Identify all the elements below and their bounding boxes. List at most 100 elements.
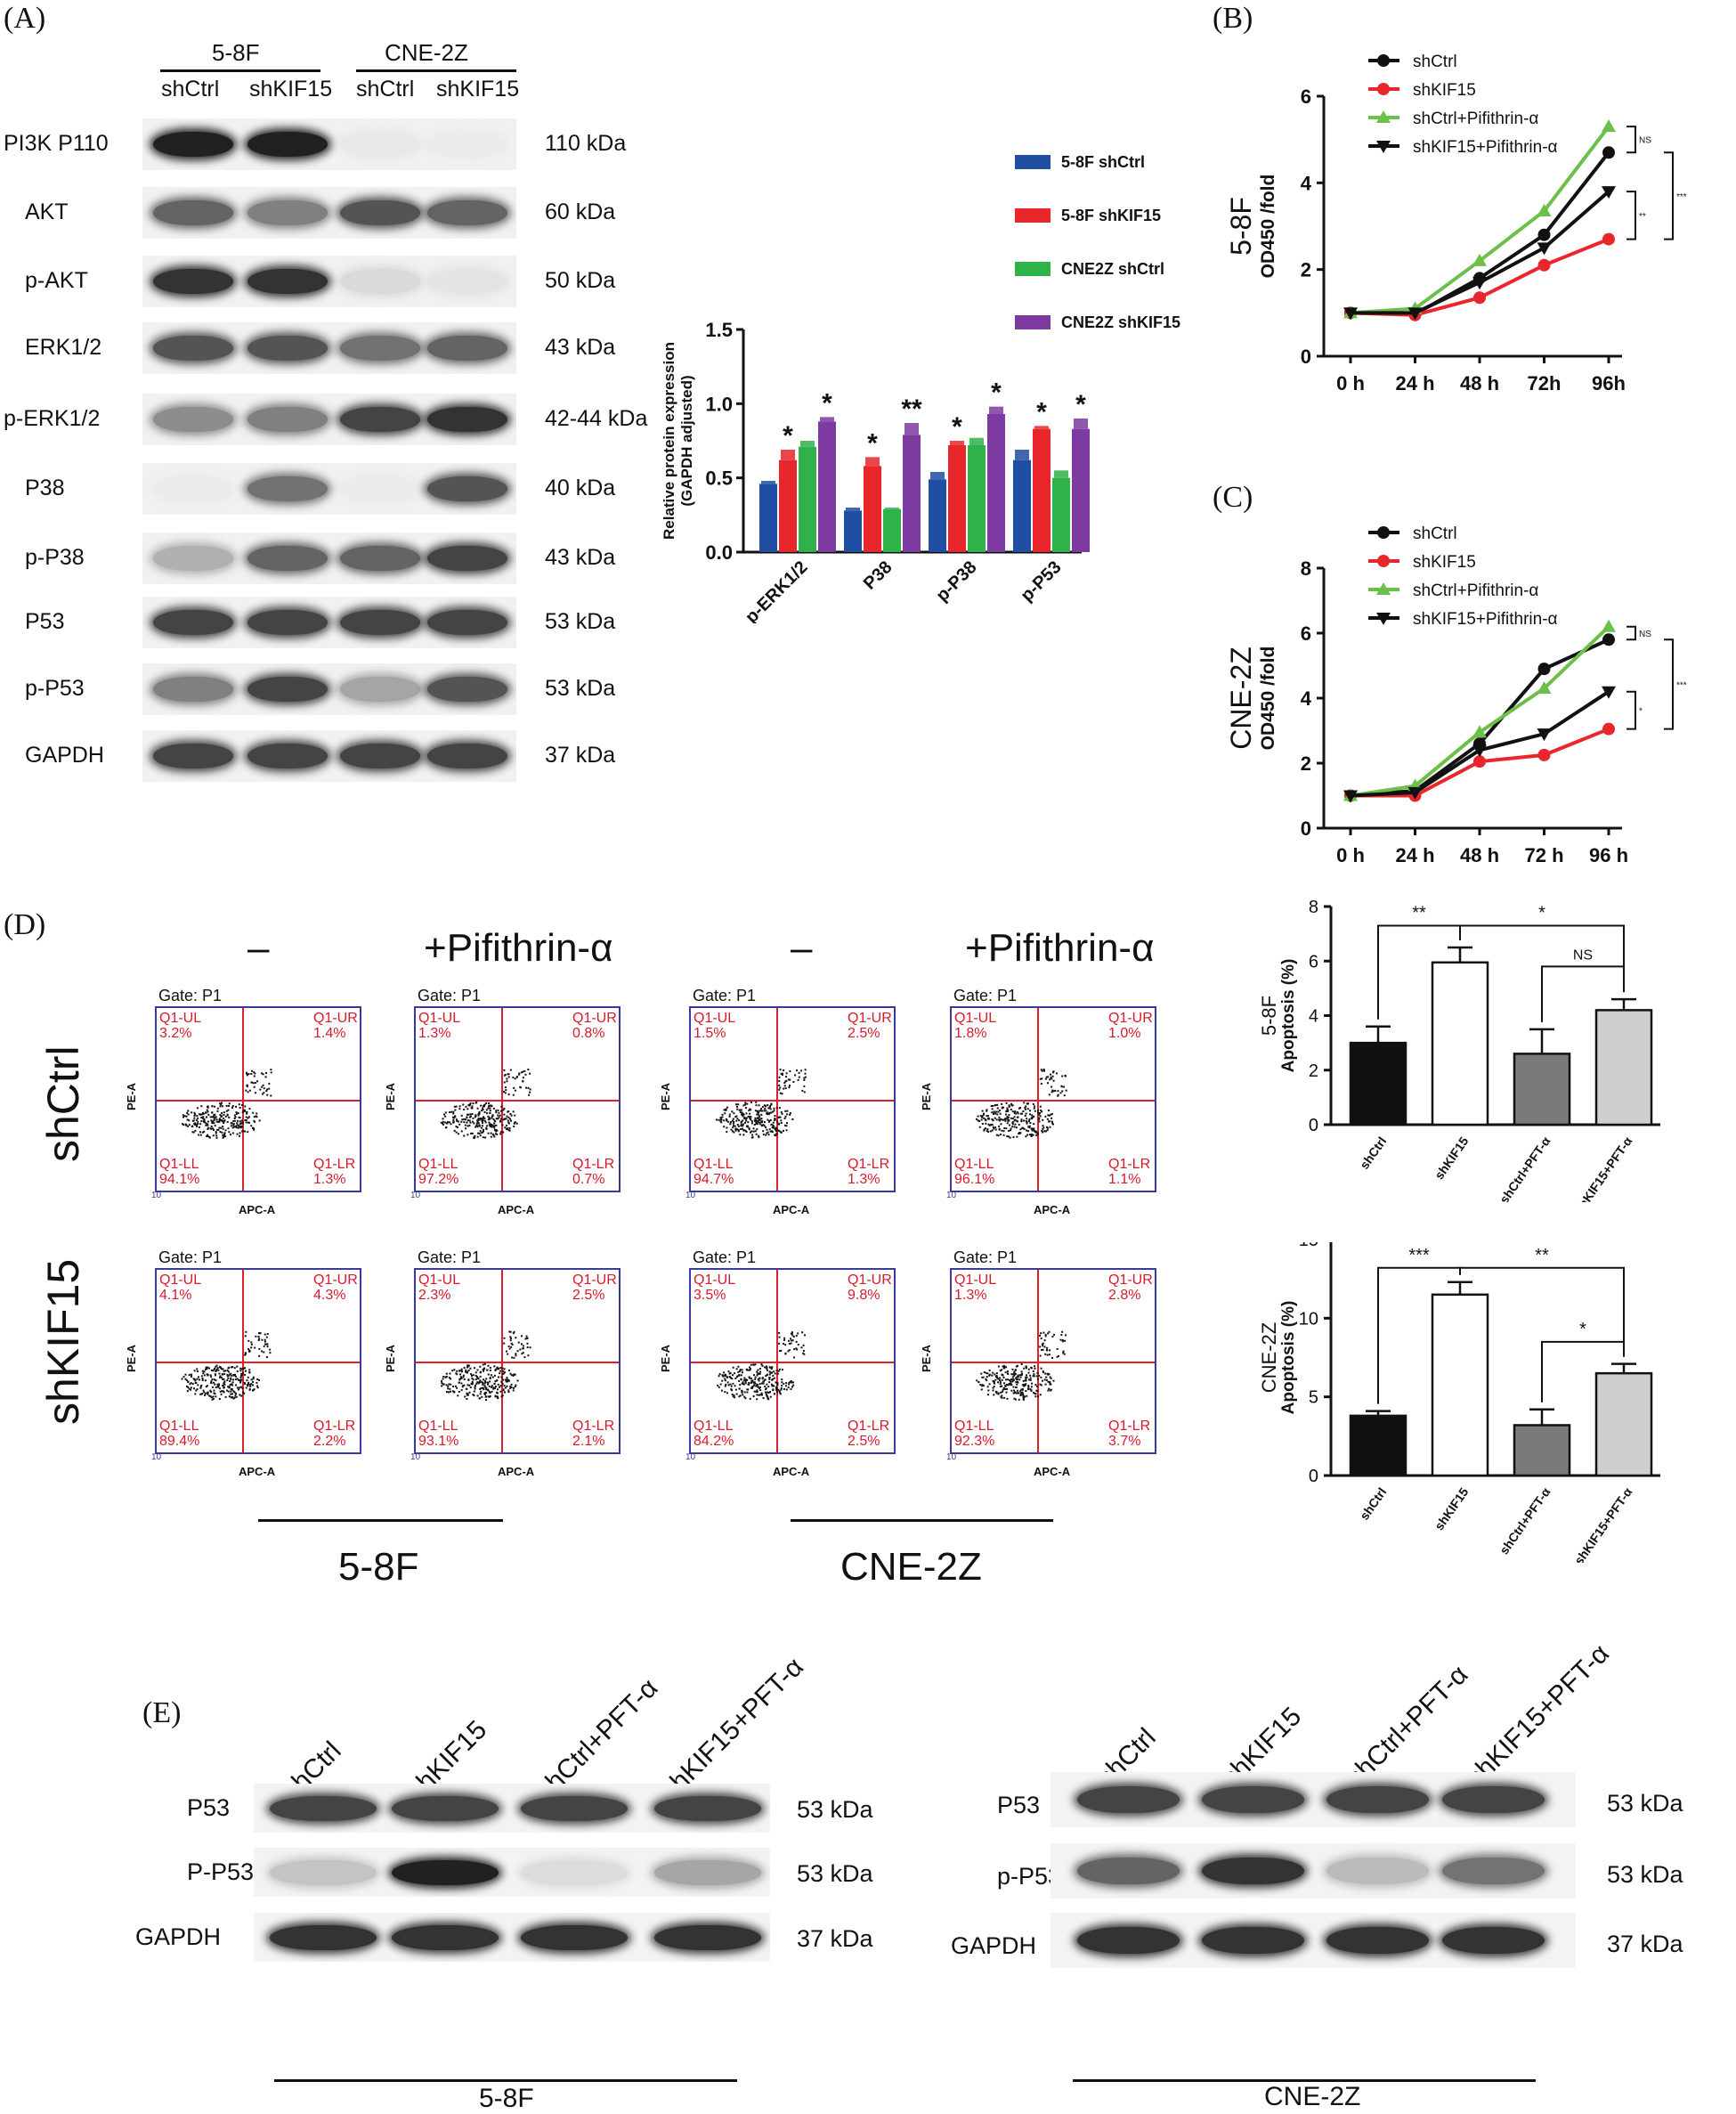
event-dot: [726, 1119, 728, 1122]
event-dot: [479, 1371, 482, 1374]
event-dot: [728, 1113, 731, 1116]
event-dot: [210, 1382, 213, 1385]
event-dot: [507, 1110, 509, 1113]
blot-label: GAPDH: [951, 1932, 1037, 1959]
event-dot: [442, 1122, 444, 1125]
event-dot: [206, 1392, 208, 1394]
event-dot: [981, 1384, 984, 1386]
event-dot: [258, 1347, 261, 1350]
event-dot: [522, 1077, 524, 1079]
event-dot: [476, 1394, 479, 1397]
event-dot: [236, 1124, 239, 1126]
event-dot: [239, 1378, 241, 1381]
event-dot: [1052, 1379, 1055, 1382]
event-dot: [780, 1072, 783, 1075]
event-dot: [757, 1117, 759, 1119]
event-dot: [788, 1383, 791, 1386]
event-dot: [246, 1379, 248, 1382]
event-dot: [471, 1380, 474, 1383]
bar: [844, 510, 862, 552]
event-dot: [489, 1104, 491, 1107]
event-dot: [1047, 1114, 1050, 1117]
event-dot: [224, 1115, 227, 1118]
event-dot: [1044, 1383, 1047, 1386]
event-dot: [1012, 1386, 1015, 1388]
event-dot: [204, 1394, 207, 1396]
event-dot: [487, 1107, 490, 1110]
legend-marker: [1376, 141, 1391, 153]
significance-label: ***: [1676, 192, 1687, 202]
event-dot: [803, 1085, 806, 1087]
event-dot: [1032, 1102, 1034, 1105]
blot-band: [1326, 1927, 1429, 1954]
blot-label: P-P53: [187, 1858, 255, 1885]
quadrant-line-vertical: [1037, 1008, 1039, 1191]
event-dot: [239, 1386, 241, 1389]
event-dot: [750, 1136, 753, 1139]
event-dot: [520, 1343, 523, 1346]
event-dot: [511, 1343, 514, 1346]
event-dot: [986, 1109, 988, 1111]
event-dot: [756, 1394, 758, 1396]
event-dot: [216, 1128, 219, 1131]
event-dot: [482, 1117, 484, 1119]
data-point: [1407, 786, 1423, 800]
event-dot: [495, 1118, 498, 1120]
y-axis-label: Relative protein expression: [661, 342, 677, 540]
group-line-58f: [160, 69, 320, 72]
event-dot: [263, 1345, 265, 1347]
event-dot: [1021, 1392, 1024, 1394]
event-dot: [512, 1332, 515, 1335]
event-dot: [986, 1129, 988, 1132]
quadrant-ll: Q1-LL 84.2%: [694, 1419, 734, 1449]
event-dot: [465, 1105, 467, 1108]
quadrant-line-horizontal: [691, 1362, 894, 1363]
event-dot: [784, 1087, 787, 1090]
quadrant-ul: Q1-UL 3.5%: [694, 1272, 736, 1303]
error-bar: [846, 508, 860, 511]
event-dot: [756, 1370, 758, 1373]
event-dot: [231, 1383, 233, 1386]
event-dot: [444, 1376, 447, 1378]
legend-label: shKIF15+Pifithrin-α: [1413, 138, 1558, 157]
event-dot: [503, 1091, 506, 1094]
event-dot: [993, 1394, 995, 1396]
event-dot: [999, 1386, 1002, 1388]
event-dot: [499, 1390, 502, 1393]
event-dot: [1026, 1376, 1028, 1378]
blot-band: [247, 336, 328, 361]
event-dot: [726, 1131, 728, 1134]
event-dot: [981, 1116, 984, 1118]
event-dot: [189, 1383, 191, 1386]
event-dot: [737, 1128, 740, 1131]
event-dot: [212, 1370, 215, 1372]
event-dot: [800, 1069, 803, 1072]
event-dot: [774, 1118, 776, 1120]
event-dot: [236, 1122, 239, 1125]
event-dot: [528, 1094, 531, 1096]
event-dot: [454, 1109, 457, 1111]
event-dot: [1039, 1334, 1042, 1337]
event-dot: [764, 1104, 767, 1107]
event-dot: [1013, 1118, 1016, 1121]
y-axis-group-label: 5-8F: [1225, 197, 1257, 256]
event-dot: [227, 1377, 230, 1379]
event-dot: [1032, 1375, 1034, 1378]
event-dot: [1026, 1108, 1029, 1110]
event-dot: [510, 1114, 513, 1117]
event-dot: [501, 1383, 504, 1386]
event-dot: [220, 1368, 223, 1370]
event-dot: [732, 1395, 734, 1398]
event-dot: [237, 1112, 239, 1115]
blot-band: [521, 1859, 628, 1885]
event-dot: [775, 1386, 778, 1388]
legend-label: shKIF15: [1413, 81, 1476, 100]
event-dot: [757, 1378, 759, 1380]
event-dot: [478, 1112, 481, 1115]
group-label-58f: 5-8F: [338, 1545, 419, 1589]
event-dot: [1017, 1374, 1019, 1377]
event-dot: [981, 1110, 984, 1112]
event-dot: [223, 1111, 225, 1114]
quadrant-ur: Q1-UR 0.8%: [572, 1011, 617, 1041]
